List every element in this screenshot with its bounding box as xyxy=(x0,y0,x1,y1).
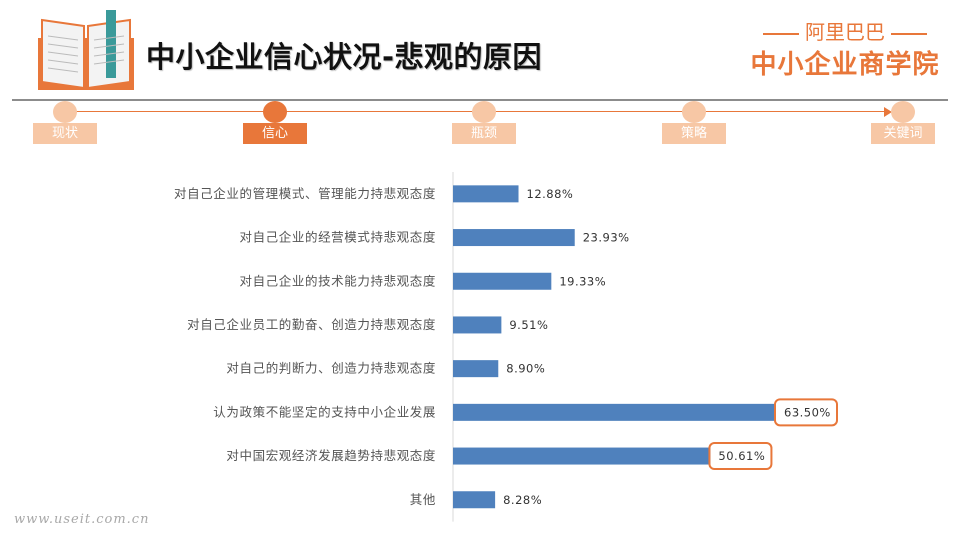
step-guanjianci[interactable]: 关键词 xyxy=(871,101,935,145)
category-label: 对自己企业的管理模式、管理能力持悲观态度 xyxy=(174,186,436,201)
page-title: 中小企业信心状况-悲观的原因 xyxy=(146,40,543,74)
category-label: 其他 xyxy=(410,492,436,507)
category-label: 认为政策不能坚定的支持中小企业发展 xyxy=(213,404,436,419)
step-dot xyxy=(682,101,706,123)
step-dot xyxy=(472,101,496,123)
brand-dash-right xyxy=(891,32,927,35)
header-divider xyxy=(12,99,948,101)
highlight-box xyxy=(708,442,773,471)
data-label: 8.28% xyxy=(503,493,542,507)
brand-logo: 中小企业商学院 xyxy=(750,50,940,80)
step-xinxin[interactable]: 信心 xyxy=(243,101,307,145)
step-label: 策略 xyxy=(662,123,726,144)
bar xyxy=(453,403,776,421)
bar xyxy=(453,316,502,334)
step-label: 现状 xyxy=(33,123,97,144)
data-label: 63.50% xyxy=(784,405,831,419)
watermark: www.useit.com.cn xyxy=(14,512,150,527)
data-label: 50.61% xyxy=(718,449,765,463)
step-dot xyxy=(891,101,915,123)
step-celue[interactable]: 策略 xyxy=(662,101,726,145)
brand-top: 阿里巴巴 xyxy=(752,16,938,45)
data-label: 12.88% xyxy=(527,187,574,201)
bar xyxy=(453,229,575,247)
book-icon xyxy=(38,10,134,90)
step-pingjing[interactable]: 瓶颈 xyxy=(452,101,516,145)
brand-dash-left xyxy=(763,32,799,35)
step-label: 信心 xyxy=(243,123,307,144)
bar xyxy=(453,491,496,509)
brand-top-text: 阿里巴巴 xyxy=(805,20,885,44)
data-label: 19.33% xyxy=(559,274,606,288)
highlight-box xyxy=(774,398,838,427)
data-label: 9.51% xyxy=(509,318,548,332)
step-dot xyxy=(53,101,77,123)
step-xianzhuang[interactable]: 现状 xyxy=(33,101,97,145)
bar xyxy=(453,360,499,378)
category-label: 对自己的判断力、创造力持悲观态度 xyxy=(226,361,436,376)
step-dot xyxy=(263,101,287,123)
bar xyxy=(453,447,711,465)
bar xyxy=(453,185,519,203)
data-label: 23.93% xyxy=(583,231,630,245)
step-label: 关键词 xyxy=(871,123,935,144)
progress-arrow-icon xyxy=(884,107,892,117)
category-label: 对自己企业员工的勤奋、创造力持悲观态度 xyxy=(187,317,436,332)
bar xyxy=(453,272,552,290)
category-label: 对中国宏观经济发展趋势持悲观态度 xyxy=(226,448,436,463)
step-label: 瓶颈 xyxy=(452,123,516,144)
category-label: 对自己企业的技术能力持悲观态度 xyxy=(239,273,436,288)
data-label: 8.90% xyxy=(506,362,545,376)
category-label: 对自己企业的经营模式持悲观态度 xyxy=(239,230,436,245)
